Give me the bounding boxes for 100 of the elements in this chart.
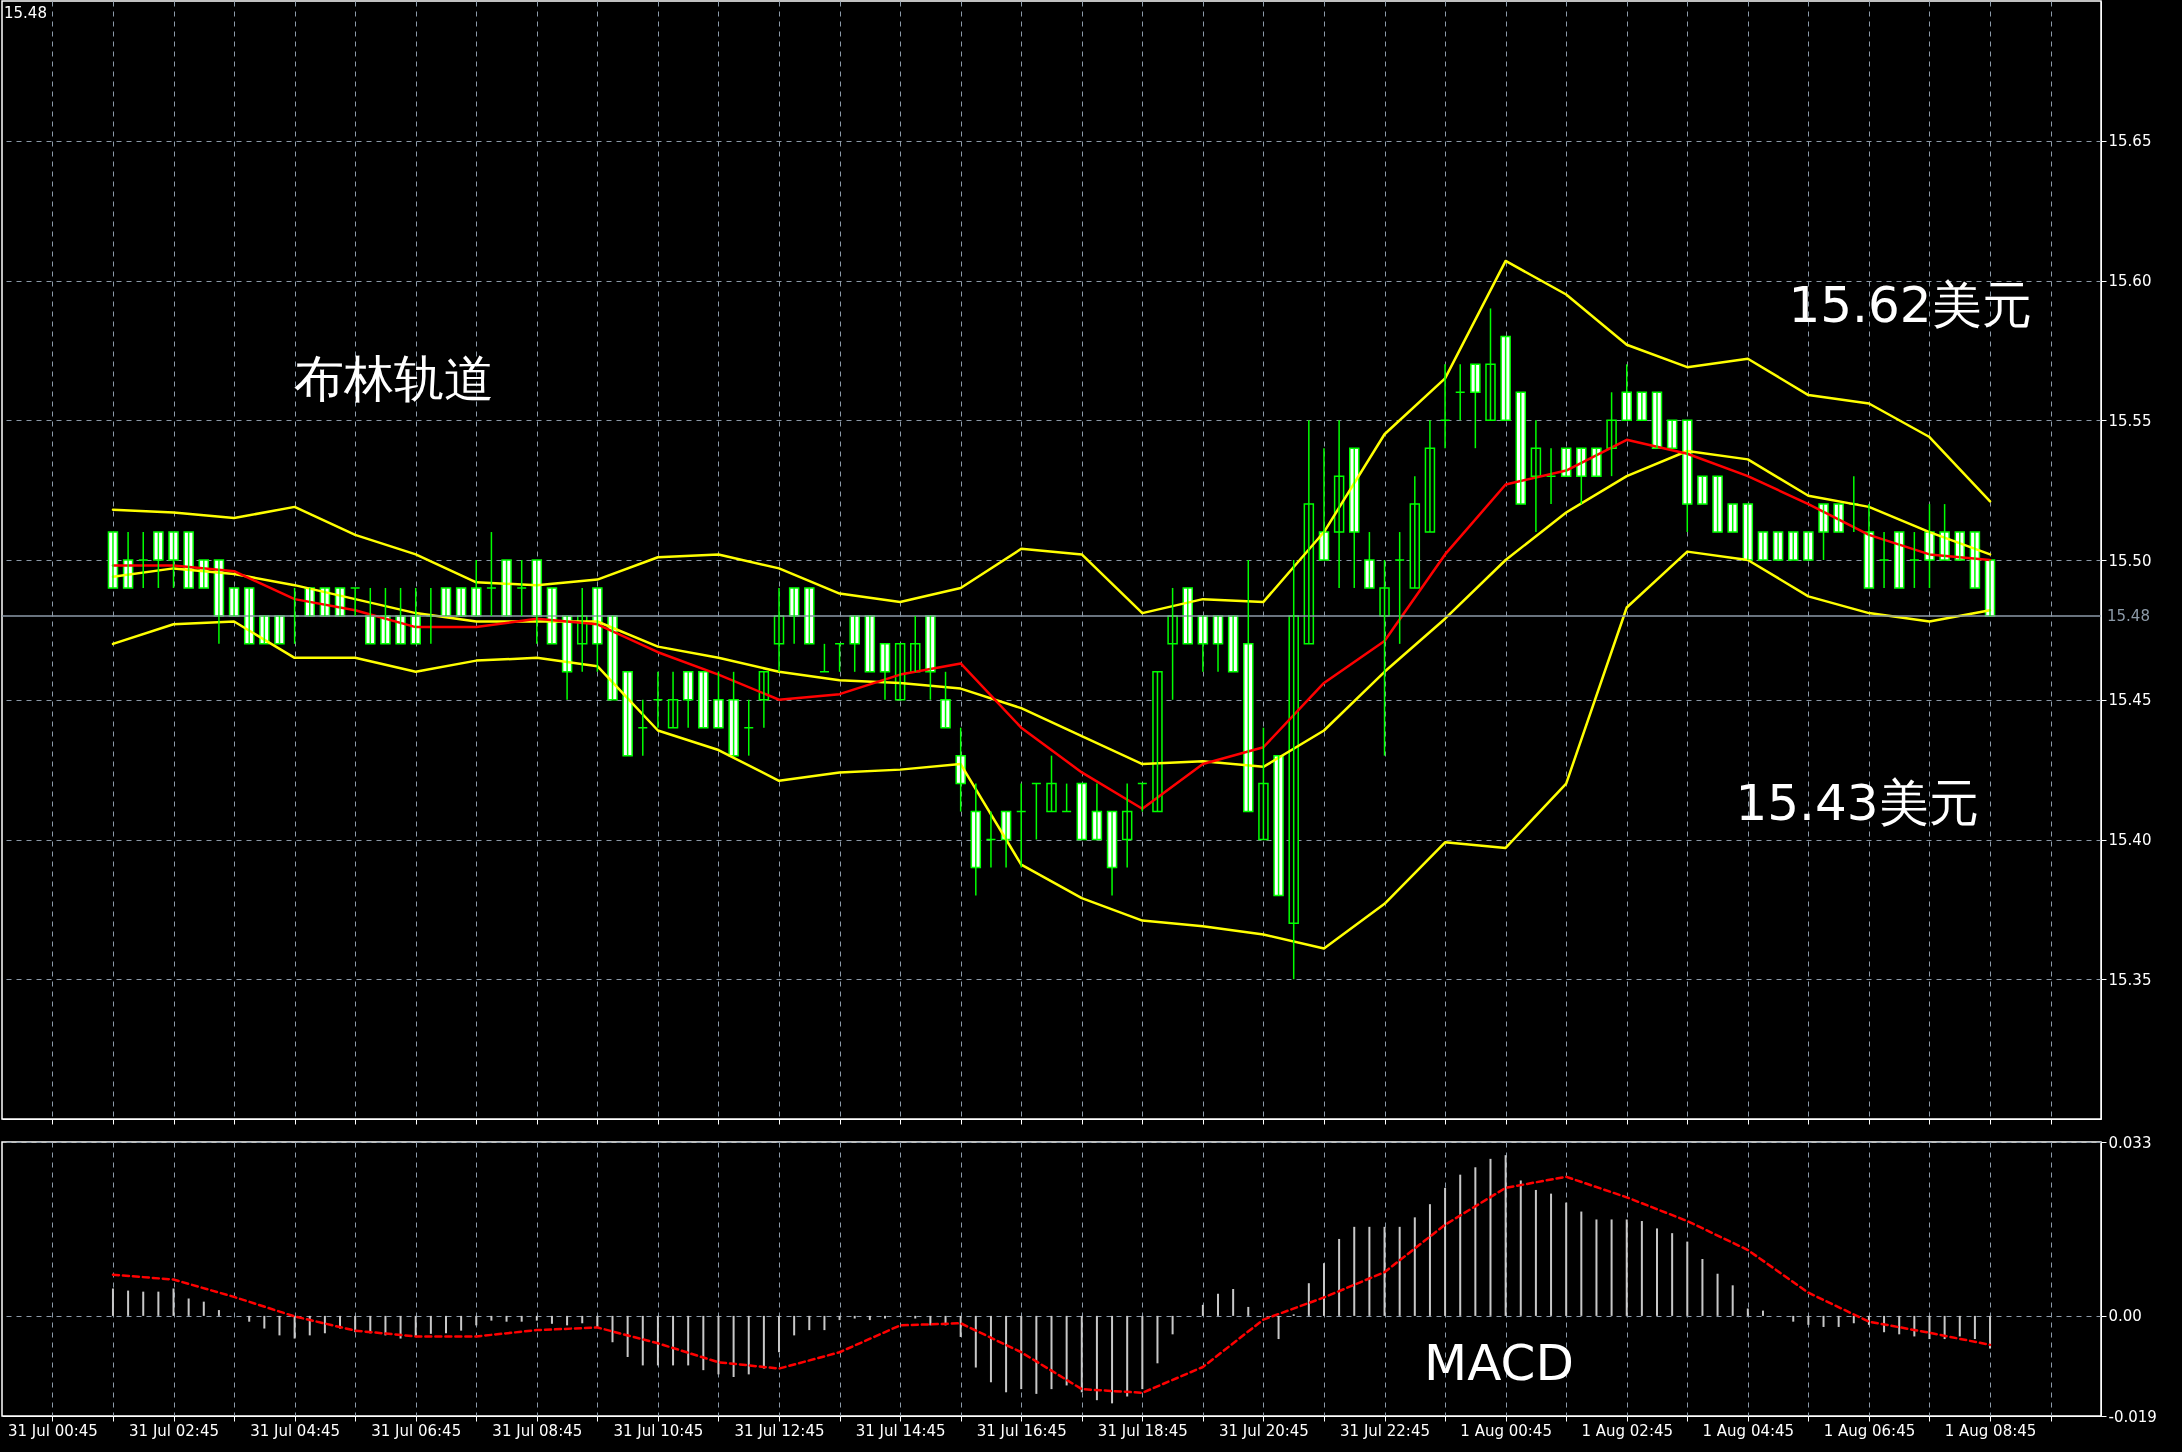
bar [1837,1315,1840,1327]
candlestick [1288,559,1299,980]
bar [248,1315,251,1322]
x-tick-label: 1 Aug 04:45 [1702,1421,1795,1440]
line-series [111,550,1992,950]
y-tick-label: 15.50 [2108,551,2152,570]
candlestick [107,531,119,589]
bar [399,1315,402,1339]
x-tick-label: 31 Jul 00:45 [7,1421,98,1440]
bar [1126,1315,1129,1397]
candlestick [1152,671,1163,813]
bar [778,1315,781,1353]
bar [868,1315,871,1321]
y-tick-label: 15.60 [2108,272,2152,290]
bar [202,1301,205,1316]
bar [444,1315,447,1334]
x-tick-label: 31 Jul 18:45 [1097,1421,1188,1440]
x-tick-label: 31 Jul 10:45 [613,1421,704,1440]
bar [883,1315,886,1319]
bar [157,1291,160,1316]
x-tick-label: 1 Aug 08:45 [1944,1421,2037,1440]
y-tick-label: 0.00 [2108,1307,2142,1326]
candlestick [698,671,709,729]
x-tick-label: 31 Jul 20:45 [1218,1421,1309,1440]
candlestick [1682,419,1693,533]
x-tick-label: 1 Aug 00:45 [1460,1421,1552,1440]
candlestick [1651,391,1663,449]
candlestick [1500,335,1511,421]
candlestick [1379,559,1390,757]
candlestick [1515,391,1527,505]
bar [460,1315,463,1331]
bar [520,1315,523,1322]
bar [490,1315,493,1321]
candlestick [940,671,951,729]
bar [1595,1219,1598,1316]
bar [1005,1315,1008,1393]
bar [1428,1204,1431,1316]
bar [1095,1315,1098,1401]
bar [929,1315,932,1326]
bar [581,1315,584,1324]
candlestick [1969,531,1981,589]
bar [762,1315,765,1369]
y-tick-label: 15.55 [2108,411,2152,430]
bar [429,1315,432,1334]
bar [1958,1315,1961,1337]
bar [656,1315,659,1366]
annotation: 15.62美元 [1788,276,2032,334]
candlestick [1697,475,1708,505]
candlestick [849,615,860,673]
bar [1534,1189,1537,1316]
candlestick [894,643,906,701]
ref-line-label: 15.48 [2107,606,2150,625]
candlestick [1243,559,1254,813]
y-tick-label: 0.033 [2108,1133,2152,1152]
x-tick-label: 31 Jul 14:45 [855,1421,946,1440]
candlestick [1893,531,1905,589]
candlestick [228,587,240,617]
bar [1989,1315,1992,1349]
bar [1686,1241,1689,1316]
bar [550,1315,553,1324]
candlestick [546,587,558,645]
candlestick [455,587,467,617]
bar [1973,1315,1976,1340]
candlestick [1076,782,1088,841]
candlestick [910,615,921,673]
bar [1580,1211,1583,1316]
bar [1671,1233,1674,1316]
candlestick [1273,754,1284,897]
bar [672,1315,675,1366]
bar [293,1315,296,1339]
bar [1504,1155,1507,1316]
candlestick [1757,531,1769,561]
candlestick [1591,447,1602,477]
bar [1610,1219,1613,1316]
bar [793,1315,796,1336]
bar [323,1315,326,1334]
bar [838,1315,841,1321]
bar [1459,1174,1462,1316]
bar [1307,1283,1310,1316]
bar [1656,1228,1659,1316]
bar [1217,1293,1220,1316]
bar [1701,1258,1704,1316]
candlestick [864,615,876,673]
bar [1746,1308,1749,1316]
bar [1111,1315,1114,1404]
bar [1565,1202,1568,1316]
candlestick [804,587,815,645]
annotation: MACD [1424,1334,1574,1392]
candlestick [728,671,739,757]
y-tick-label: 15.65 [2108,132,2152,151]
y-tick-label: 15.45 [2108,691,2152,710]
bar [1640,1221,1643,1316]
bar [172,1288,175,1316]
bar [187,1298,190,1316]
bar [263,1315,266,1329]
bar [1322,1263,1325,1316]
bar [1550,1193,1553,1316]
candlestick [1636,391,1648,421]
candlestick [1833,503,1844,533]
bar [641,1315,644,1366]
